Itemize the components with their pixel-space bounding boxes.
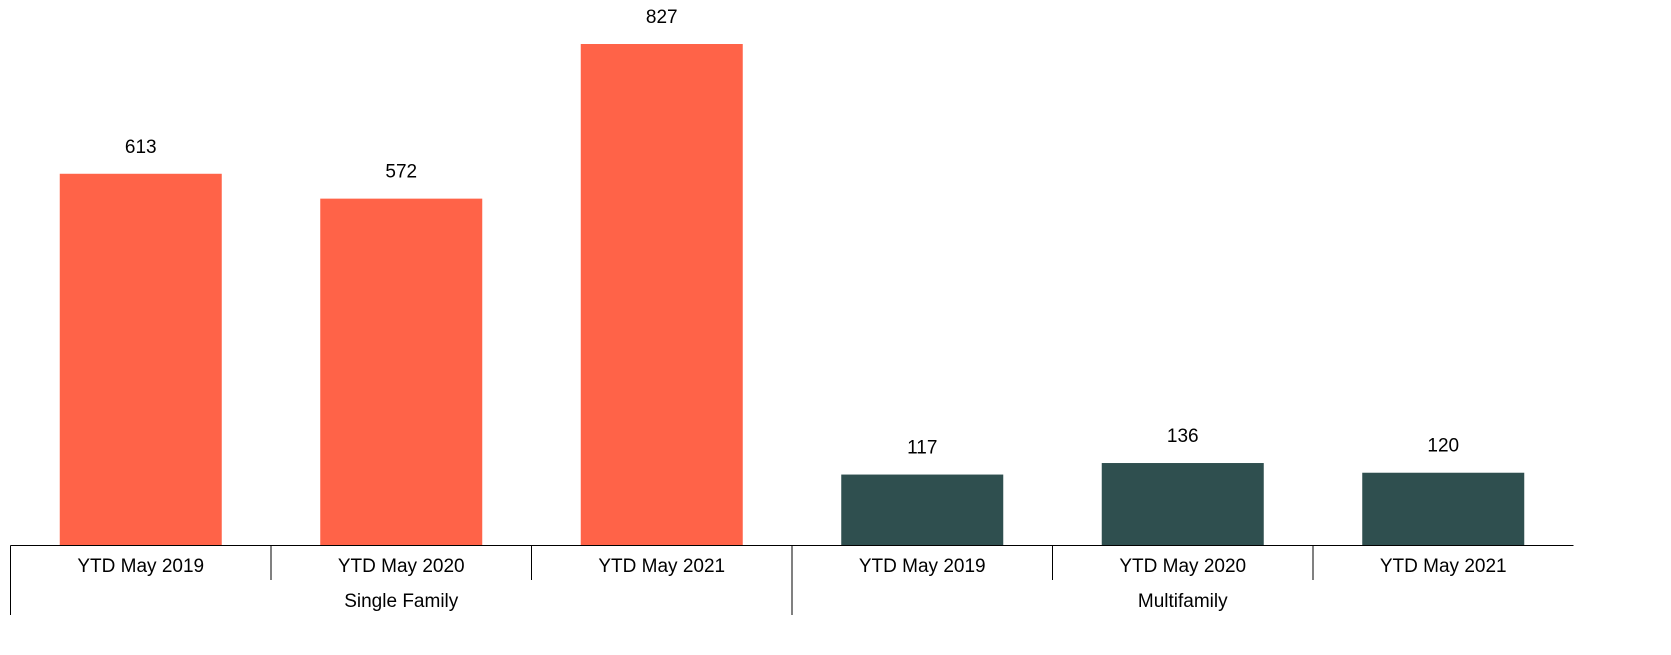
x-tick-label: YTD May 2020 (1119, 556, 1246, 577)
bar (580, 44, 743, 546)
value-label: 572 (385, 162, 417, 183)
value-label: 136 (1167, 426, 1199, 447)
bar (1101, 463, 1264, 546)
bar (59, 173, 222, 546)
x-tick-label: YTD May 2021 (1380, 556, 1507, 577)
group-label: Multifamily (1138, 591, 1228, 612)
bar (841, 474, 1004, 546)
x-tick-label: YTD May 2019 (77, 556, 204, 577)
value-label: 120 (1427, 436, 1459, 457)
bar (1362, 472, 1525, 546)
bar (320, 198, 483, 546)
group-label: Single Family (344, 591, 459, 612)
value-label: 117 (907, 438, 937, 459)
x-tick-label: YTD May 2020 (338, 556, 465, 577)
x-tick-label: YTD May 2019 (859, 556, 986, 577)
x-tick-label: YTD May 2021 (598, 556, 725, 577)
value-label: 613 (125, 137, 157, 158)
value-label: 827 (646, 7, 678, 28)
